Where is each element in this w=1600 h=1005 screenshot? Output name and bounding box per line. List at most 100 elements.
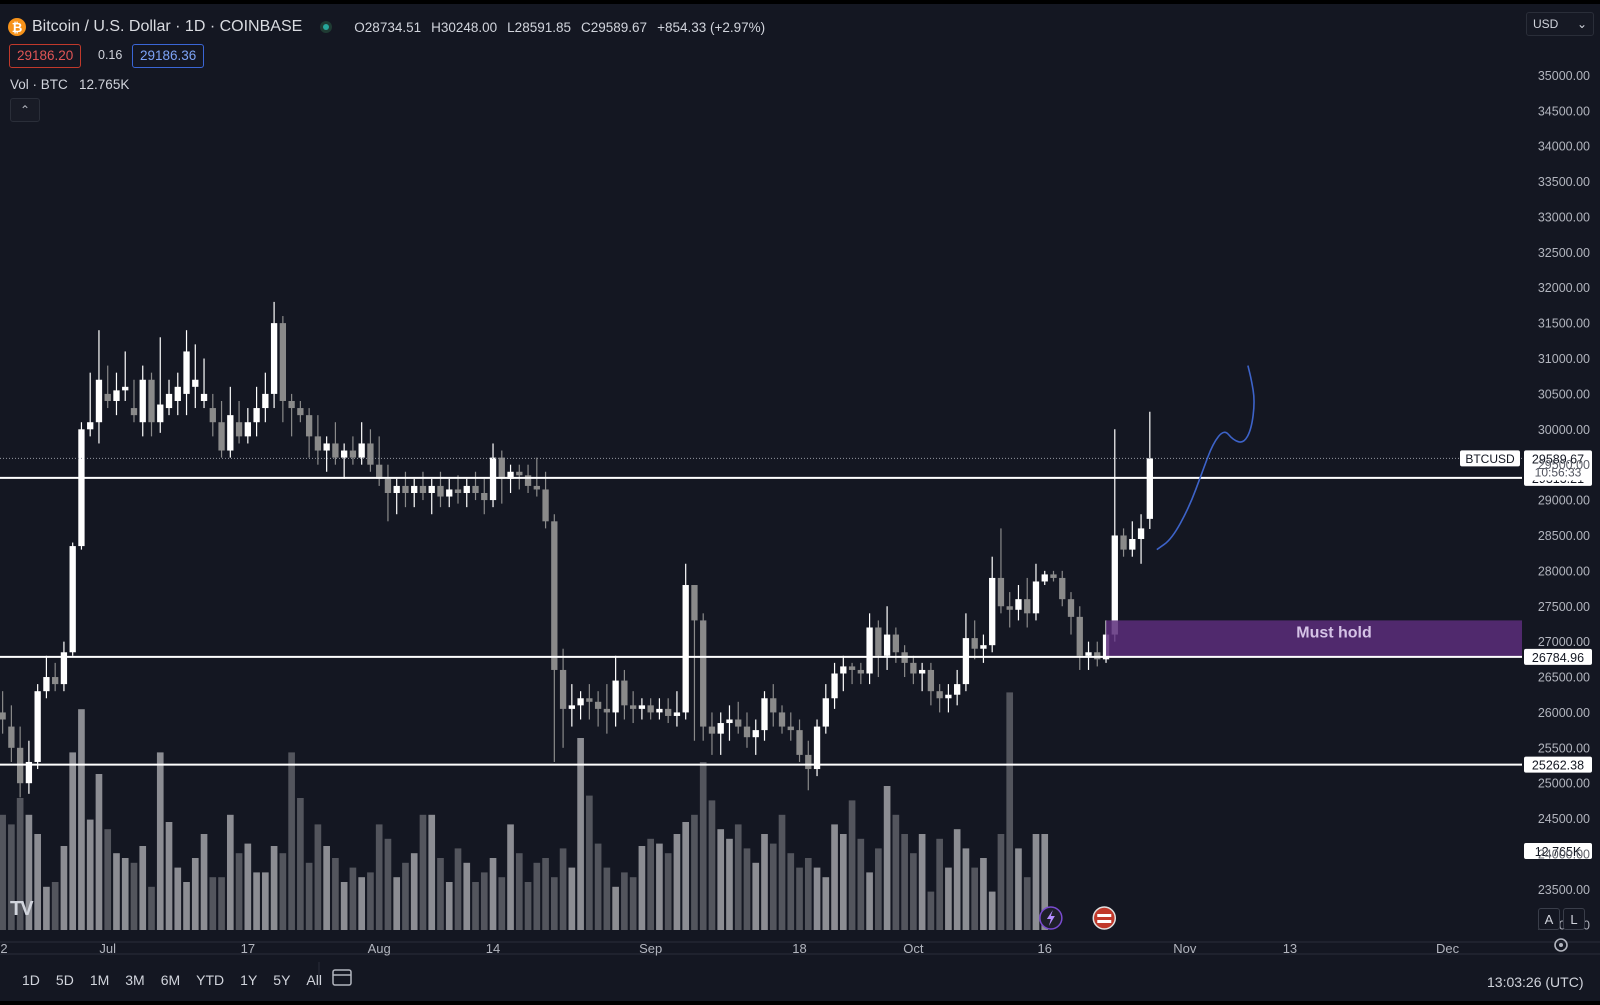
candle-body bbox=[297, 408, 304, 416]
candle-body bbox=[813, 726, 821, 770]
candle-body bbox=[603, 708, 611, 713]
candle-body bbox=[735, 719, 742, 727]
candle-body bbox=[43, 677, 50, 692]
timeframe-5y[interactable]: 5Y bbox=[273, 972, 291, 988]
volume-bar bbox=[1023, 877, 1031, 930]
candle-body bbox=[349, 450, 357, 458]
volume-bar bbox=[945, 867, 952, 930]
ohlc-readout: O28734.51 H30248.00 L28591.85 C29589.67 … bbox=[354, 20, 765, 35]
candle-body bbox=[1137, 528, 1145, 540]
x-axis-tick-label: 14 bbox=[486, 941, 500, 956]
utc-clock[interactable]: 13:03:26 (UTC) bbox=[1487, 974, 1584, 990]
currency-select[interactable]: USD ⌄ bbox=[1526, 12, 1594, 36]
volume-bar bbox=[340, 882, 348, 930]
candle-body bbox=[428, 485, 435, 493]
auto-scale-button[interactable]: A bbox=[1538, 908, 1560, 930]
volume-bar bbox=[682, 822, 690, 930]
volume-bar bbox=[515, 853, 523, 930]
candle-body bbox=[962, 638, 970, 685]
volume-bar bbox=[384, 838, 392, 930]
volume-bar bbox=[489, 858, 497, 930]
timeframe-all[interactable]: All bbox=[306, 972, 322, 988]
candle-body bbox=[148, 379, 155, 423]
timeframe-bar: 1D 5D 1M 3M 6M YTD 1Y 5Y All bbox=[14, 972, 330, 988]
volume-bar bbox=[305, 862, 313, 930]
candle-body bbox=[52, 677, 59, 685]
candle-body bbox=[384, 478, 392, 493]
x-axis-tick-label: 18 bbox=[792, 941, 806, 956]
volume-bar bbox=[726, 838, 733, 930]
ohlc-close: C29589.67 bbox=[581, 19, 648, 35]
candle-body bbox=[910, 662, 917, 674]
candle-body bbox=[218, 422, 225, 451]
volume-bar bbox=[437, 858, 444, 930]
timeframe-1d[interactable]: 1D bbox=[22, 972, 40, 988]
auto-scale-label: A bbox=[1544, 911, 1554, 927]
x-axis-tick-label: 16 bbox=[1037, 941, 1051, 956]
candle-body bbox=[507, 471, 514, 479]
volume-bar bbox=[752, 862, 760, 930]
collapse-legend-button[interactable]: ⌃ bbox=[10, 98, 40, 122]
volume-bar bbox=[997, 834, 1005, 930]
candle-body bbox=[621, 680, 628, 706]
volume-bar bbox=[804, 858, 812, 930]
candle-body bbox=[104, 393, 111, 401]
volume-bar bbox=[761, 834, 768, 930]
price-chart[interactable]: Must hold29313.2126784.9625262.38BTCUSD2… bbox=[0, 4, 1600, 1001]
candle-body bbox=[1024, 599, 1031, 614]
candle-body bbox=[183, 351, 190, 394]
volume-bar bbox=[734, 824, 742, 930]
candle-body bbox=[577, 698, 584, 706]
volume-bar bbox=[8, 824, 15, 930]
symbol-title[interactable]: Bitcoin / U.S. Dollar · 1D · COINBASE bbox=[32, 18, 303, 35]
volume-bar bbox=[253, 872, 260, 930]
volume-bar bbox=[559, 848, 567, 930]
candle-body bbox=[726, 719, 733, 724]
calendar-icon[interactable] bbox=[332, 969, 352, 986]
volume-bar bbox=[883, 786, 891, 930]
candle-body bbox=[419, 485, 427, 493]
candle-body bbox=[1085, 652, 1092, 656]
bitcoin-icon: ₿ bbox=[8, 18, 26, 36]
candle-body bbox=[805, 754, 812, 770]
log-scale-button[interactable]: L bbox=[1563, 908, 1585, 930]
candle-body bbox=[673, 712, 681, 716]
candle-body bbox=[411, 485, 418, 493]
buy-button[interactable]: 29186.36 bbox=[132, 44, 205, 68]
candle-body bbox=[866, 627, 873, 674]
sell-button[interactable]: 29186.20 bbox=[9, 44, 82, 68]
volume-bar bbox=[629, 877, 637, 930]
volume-bar bbox=[218, 877, 225, 930]
volume-bar bbox=[673, 834, 681, 930]
candle-body bbox=[262, 393, 269, 409]
us-flag-event-icon[interactable] bbox=[1092, 906, 1117, 930]
volume-bar bbox=[156, 752, 164, 930]
candle-body bbox=[244, 422, 251, 437]
candle-body bbox=[989, 577, 996, 646]
volume-bar bbox=[209, 877, 217, 930]
timeframe-5d[interactable]: 5D bbox=[55, 972, 74, 988]
timeframe-1y[interactable]: 1Y bbox=[240, 972, 258, 988]
volume-bar bbox=[86, 819, 94, 930]
volume-bar bbox=[787, 853, 795, 930]
candle-body bbox=[1067, 599, 1075, 617]
gear-icon[interactable] bbox=[1554, 938, 1568, 952]
volume-bar bbox=[743, 848, 751, 930]
candle-body bbox=[270, 323, 278, 394]
y-axis-tick-label: 30000.00 bbox=[1538, 423, 1590, 437]
gear-center bbox=[1559, 943, 1563, 947]
timeframe-6m[interactable]: 6M bbox=[160, 972, 181, 988]
spread-value: 0.16 bbox=[98, 48, 123, 62]
volume-bar bbox=[603, 867, 611, 930]
y-axis-tick-label: 25000.00 bbox=[1538, 777, 1590, 791]
candle-body bbox=[341, 450, 348, 458]
timeframe-3m[interactable]: 3M bbox=[125, 972, 145, 988]
volume-bar bbox=[498, 877, 506, 930]
candle-body bbox=[691, 585, 698, 621]
volume-bar bbox=[507, 824, 514, 930]
y-axis-tick-label: 27000.00 bbox=[1538, 635, 1590, 649]
volume-bar bbox=[34, 834, 41, 930]
timeframe-1m[interactable]: 1M bbox=[89, 972, 110, 988]
timeframe-ytd[interactable]: YTD bbox=[196, 972, 225, 988]
volume-bar bbox=[375, 824, 383, 930]
